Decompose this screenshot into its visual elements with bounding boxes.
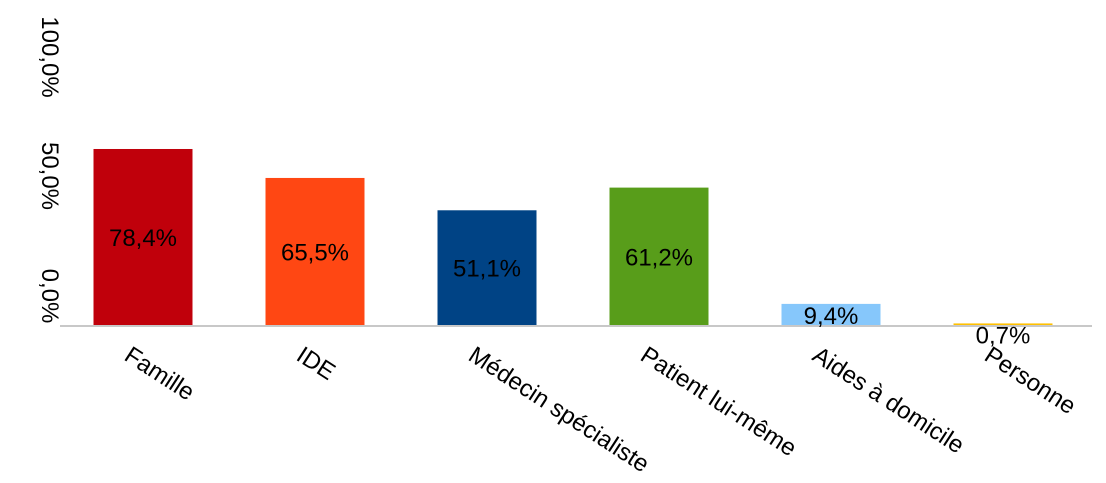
bar-6	[953, 323, 1053, 325]
data-label-2: 65,5%	[281, 239, 349, 266]
y-tick-label-0: 0,0%	[36, 269, 63, 324]
bar-5	[781, 303, 881, 325]
bar-3	[437, 210, 537, 325]
data-label-6: 0,7%	[976, 322, 1031, 349]
category-label-3: Médecin spécialiste	[464, 341, 654, 478]
category-label-4: Patient lui-même	[636, 341, 802, 462]
data-label-3: 51,1%	[453, 256, 521, 283]
data-label-4: 61,2%	[625, 244, 693, 271]
y-axis-ticks: 0,0% 50,0% 100,0%	[36, 16, 63, 323]
data-label-1: 78,4%	[109, 225, 177, 252]
data-label-5: 9,4%	[804, 303, 859, 330]
y-tick-label-2: 100,0%	[36, 16, 63, 97]
bar-2	[265, 177, 365, 325]
bar-4	[609, 187, 709, 325]
y-tick-label-1: 50,0%	[36, 142, 63, 210]
category-label-2: IDE	[292, 341, 340, 385]
data-labels-group: 78,4% 65,5% 51,1% 61,2% 9,4% 0,7%	[109, 225, 1030, 349]
category-label-5: Aides à domicile	[808, 341, 969, 459]
category-label-6: Personne	[980, 341, 1081, 420]
category-label-1: Famille	[120, 341, 200, 406]
bar-1	[93, 148, 193, 325]
bars-group	[93, 148, 1053, 325]
